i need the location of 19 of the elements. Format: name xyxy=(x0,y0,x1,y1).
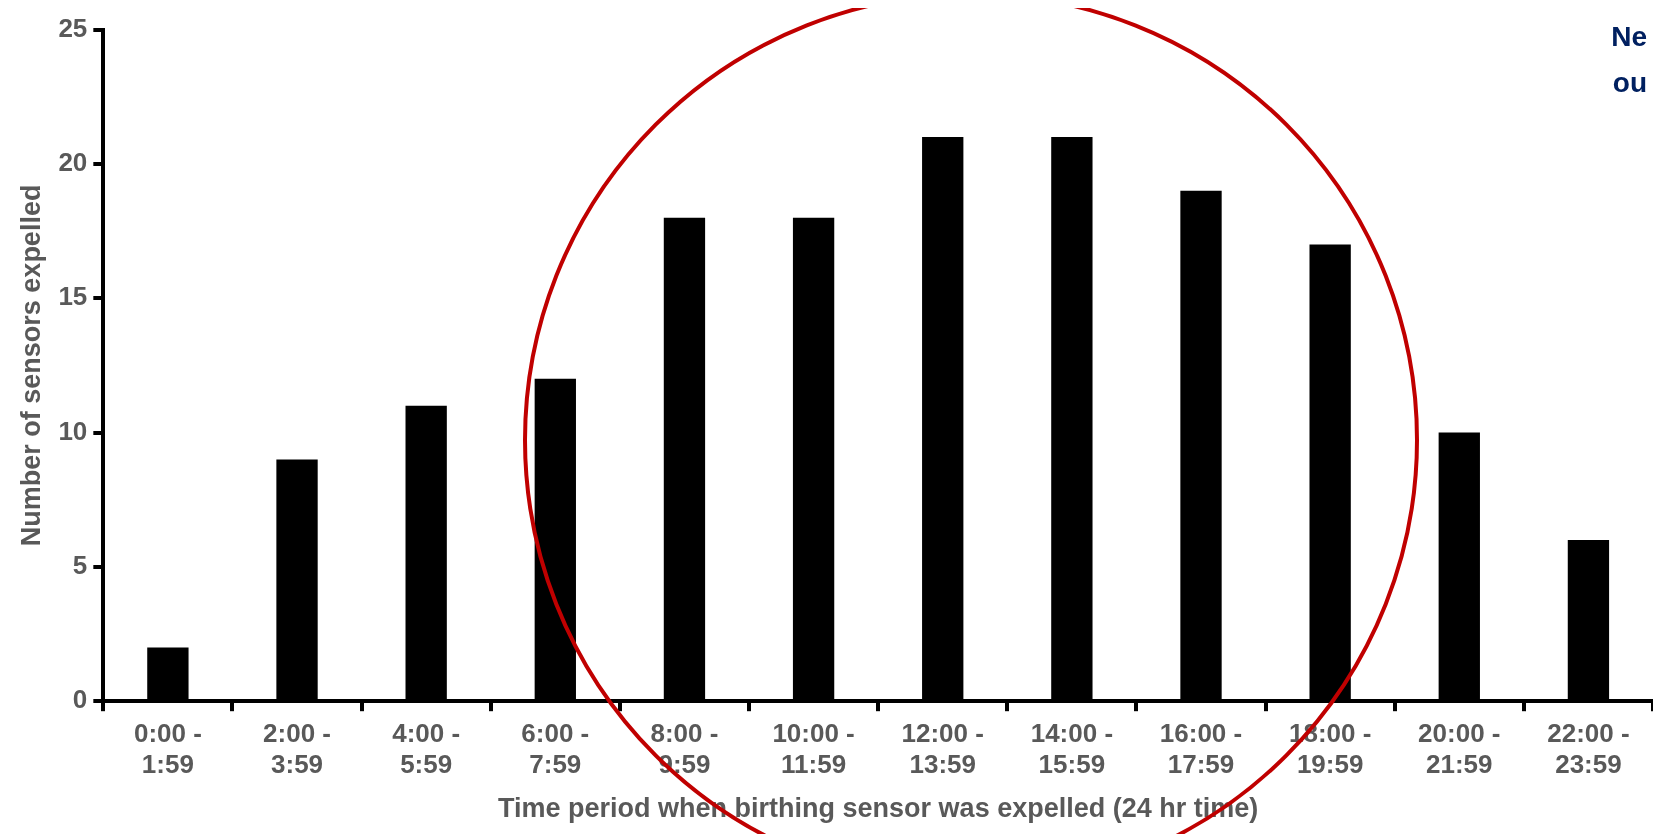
y-tick-label: 0 xyxy=(72,684,88,715)
x-tick-label: 2:00 - 3:59 xyxy=(263,717,331,780)
x-tick-label: 6:00 - 7:59 xyxy=(521,717,590,780)
x-tick-label: 20:00 - 21:59 xyxy=(1418,717,1501,780)
annotation: Ne xyxy=(1611,20,1647,52)
y-axis-title: Number of sensors expelled xyxy=(15,184,46,547)
annotation: ou xyxy=(1612,66,1647,98)
y-tick-label: 15 xyxy=(58,281,88,312)
y-tick-label: 25 xyxy=(58,12,88,43)
x-tick-label: 16:00 - 17:59 xyxy=(1159,717,1243,780)
x-tick-label: 14:00 - 15:59 xyxy=(1030,717,1114,780)
y-tick-label: 20 xyxy=(58,147,88,178)
x-tick-label: 22:00 - 23:59 xyxy=(1547,717,1630,780)
y-tick-label: 10 xyxy=(58,415,88,446)
y-tick-label: 5 xyxy=(72,550,88,581)
x-tick-label: 4:00 - 5:59 xyxy=(392,717,461,780)
x-tick-label: 0:00 - 1:59 xyxy=(133,717,202,780)
x-tick-label: 10:00 - 11:59 xyxy=(772,717,855,780)
x-tick-label: 12:00 - 13:59 xyxy=(901,717,984,780)
